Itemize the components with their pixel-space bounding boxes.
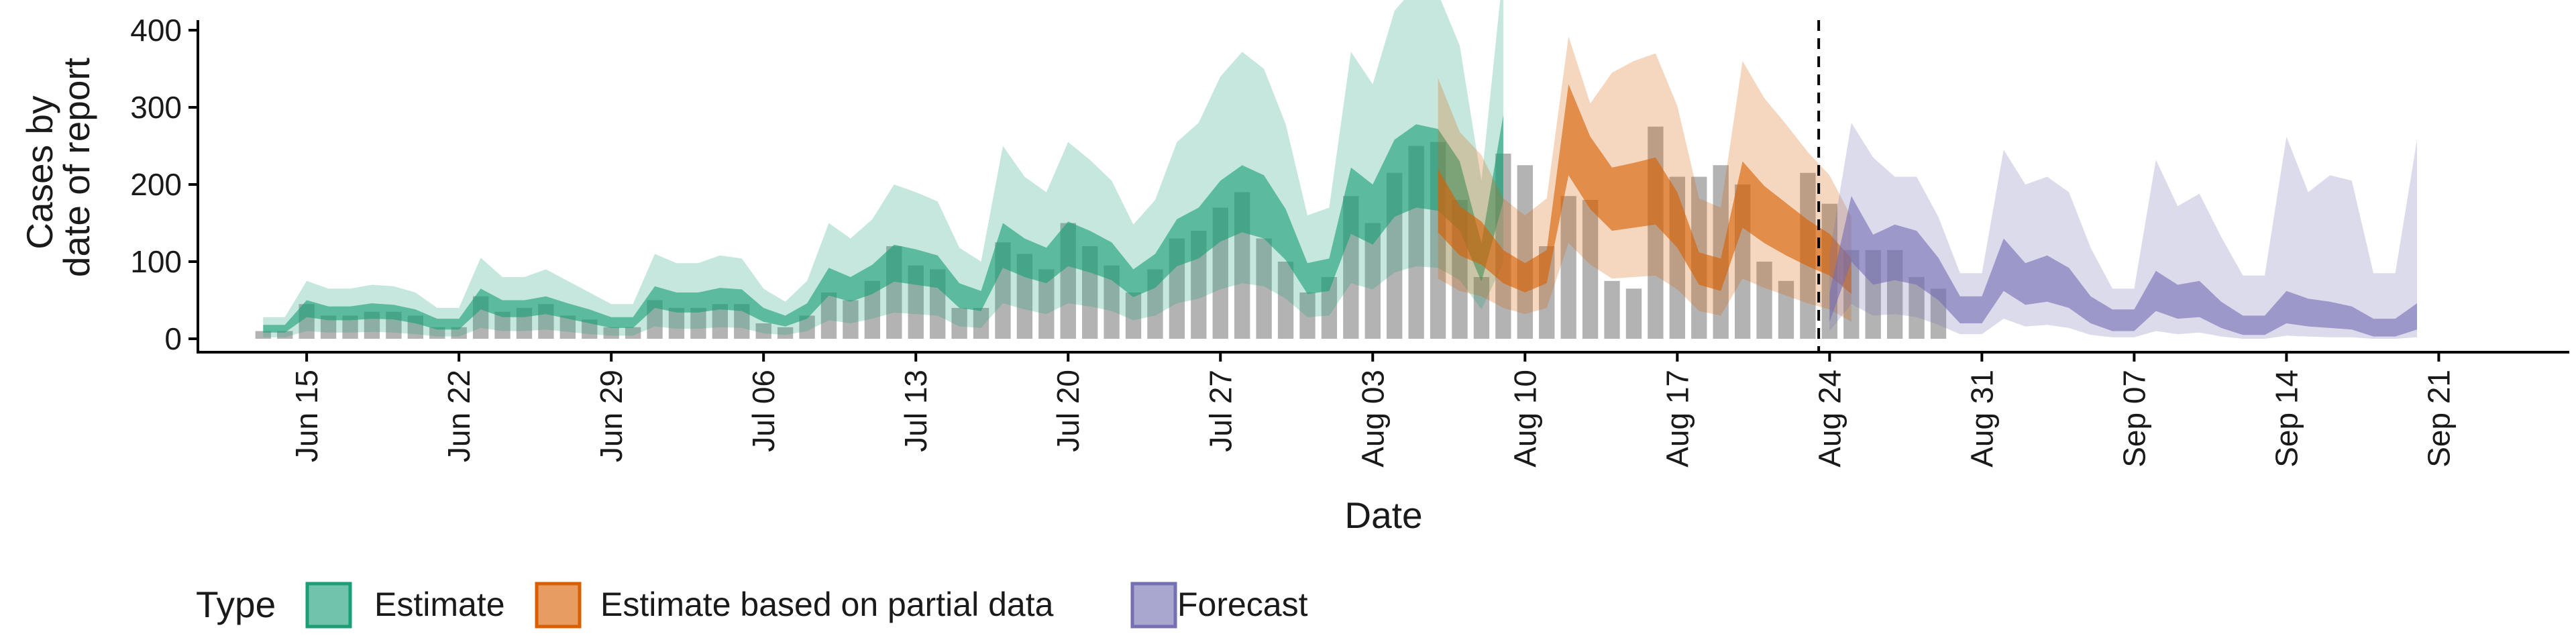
- observed-bar: [1321, 277, 1338, 339]
- estimate-bands: [263, 0, 2417, 339]
- observed-bar: [1125, 292, 1142, 339]
- x-tick-label: Sep 21: [2421, 370, 2456, 468]
- legend-label-forecast: Forecast: [1177, 586, 1308, 623]
- observed-bar: [799, 315, 815, 339]
- x-ticks: Jun 15 Jun 22 Jun 29 Jul 06 Jul 13 Jul 20 Jul …: [289, 352, 2456, 468]
- observed-bar: [777, 327, 794, 339]
- x-tick-label: Aug 31: [1964, 370, 1999, 468]
- x-tick-label: Aug 17: [1660, 370, 1695, 468]
- observed-bar: [1909, 277, 1925, 339]
- x-axis-title: Date: [1344, 494, 1422, 536]
- observed-bar: [1517, 165, 1533, 339]
- observed-bar: [951, 308, 967, 339]
- observed-bar: [494, 311, 511, 339]
- y-tick-label: 0: [164, 321, 182, 356]
- forecast-band-90: [1829, 123, 2417, 339]
- observed-bar: [712, 304, 729, 339]
- observed-bar: [451, 327, 467, 339]
- observed-bar: [603, 327, 619, 339]
- observed-bar: [1756, 262, 1772, 339]
- observed-bar: [1364, 223, 1381, 339]
- y-axis-title-line-2: date of report: [56, 58, 97, 277]
- observed-bar: [668, 308, 685, 339]
- observed-bar: [1713, 165, 1729, 339]
- x-tick-label: Jul 13: [898, 370, 933, 452]
- legend-title: Type: [196, 584, 276, 625]
- x-tick-label: Aug 03: [1355, 370, 1390, 468]
- observed-bar: [342, 315, 358, 339]
- legend-label-estimate-based-on-partial-data: Estimate based on partial data: [600, 586, 1054, 623]
- observed-bar: [1038, 269, 1055, 339]
- x-tick-label: Sep 07: [2116, 370, 2151, 468]
- legend-key-estimate-based-on-partial-data: [535, 582, 582, 629]
- x-tick-label: Aug 10: [1507, 370, 1542, 468]
- y-tick-label: 400: [130, 13, 182, 48]
- observed-bar: [843, 300, 859, 339]
- observed-bar: [1625, 288, 1642, 339]
- legend-items: Estimate Estimate based on partial data Fo…: [305, 582, 1308, 629]
- observed-bar: [625, 327, 641, 339]
- observed-bar: [1277, 262, 1294, 339]
- x-tick-label: Jul 06: [746, 370, 781, 452]
- observed-bar: [255, 331, 271, 339]
- y-tick-label: 100: [130, 244, 182, 279]
- observed-bar: [582, 319, 598, 339]
- x-tick-label: Aug 24: [1812, 370, 1847, 468]
- observed-bar: [277, 331, 293, 339]
- x-tick-label: Jun 15: [289, 370, 324, 462]
- observed-bar: [559, 315, 576, 339]
- observed-bar: [690, 308, 706, 339]
- observed-bar: [320, 315, 337, 339]
- x-tick-label: Jul 27: [1203, 370, 1238, 452]
- x-tick-label: Sep 14: [2269, 370, 2304, 468]
- y-tick-label: 200: [130, 167, 182, 202]
- legend-key-forecast: [1130, 582, 1177, 629]
- x-tick-label: Jun 29: [594, 370, 629, 462]
- estimate-based-on-partial-data-band-50: [1438, 84, 1851, 294]
- forecast-band-50: [1829, 196, 2417, 337]
- observed-bar: [1104, 265, 1120, 339]
- legend-key-estimate: [305, 582, 352, 629]
- legend-label-estimate: Estimate: [374, 586, 505, 623]
- observed-bar: [1299, 292, 1316, 339]
- legend: Type Estimate Estimate based on partial d…: [196, 582, 1308, 629]
- x-tick-label: Jul 20: [1051, 370, 1085, 452]
- observed-bar: [1778, 280, 1794, 339]
- observed-bar: [973, 308, 989, 339]
- observed-bar: [755, 323, 771, 339]
- observed-bar: [820, 292, 837, 339]
- y-axis-title-line-1: Cases by: [19, 95, 60, 250]
- x-tick-label: Jun 22: [441, 370, 476, 462]
- y-tick-label: 300: [130, 90, 182, 125]
- observed-bar: [1473, 277, 1490, 339]
- estimate-band-50: [263, 115, 1503, 333]
- observed-bar: [1256, 238, 1272, 339]
- observed-bar: [429, 327, 445, 339]
- y-axis-title: Cases by date of report: [19, 58, 97, 277]
- observed-bar: [1604, 280, 1620, 339]
- observed-bar: [1560, 196, 1576, 339]
- y-ticks: 0 100 200 300 400: [130, 13, 198, 356]
- observed-bar: [1582, 200, 1599, 339]
